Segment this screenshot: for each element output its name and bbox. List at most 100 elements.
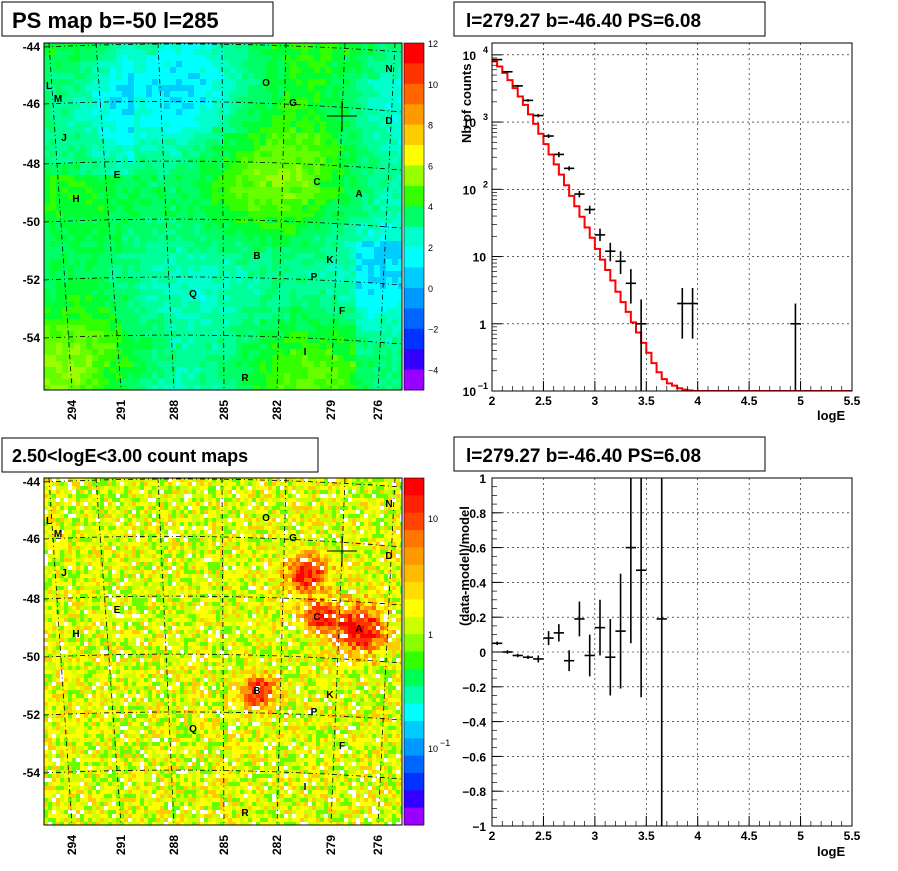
heatmap-cell — [50, 169, 56, 175]
heatmap-cell — [248, 313, 254, 319]
heatmap-cell — [48, 494, 52, 498]
heatmap-cell — [224, 301, 230, 307]
heatmap-cell — [368, 217, 374, 223]
heatmap-cell — [110, 253, 116, 259]
heatmap-cell — [92, 199, 98, 205]
heatmap-cell — [300, 510, 304, 514]
heatmap-cell — [110, 247, 116, 253]
heatmap-cell — [386, 211, 392, 217]
heatmap-cell — [116, 181, 122, 187]
heatmap-cell — [86, 223, 92, 229]
heatmap-cell — [296, 235, 302, 241]
heatmap-cell — [64, 502, 68, 506]
heatmap-cell — [288, 514, 292, 518]
heatmap-cell — [224, 241, 230, 247]
heatmap-cell — [350, 271, 356, 277]
heatmap-cell — [52, 522, 56, 526]
heatmap-cell — [50, 241, 56, 247]
heatmap-cell — [236, 478, 240, 482]
heatmap-cell — [80, 385, 86, 390]
heatmap-cell — [362, 91, 368, 97]
heatmap-cell — [224, 217, 230, 223]
heatmap-cell — [302, 325, 308, 331]
heatmap-cell — [272, 253, 278, 259]
heatmap-cell — [92, 235, 98, 241]
heatmap-cell — [326, 229, 332, 235]
heatmap-cell — [68, 247, 74, 253]
heatmap-cell — [164, 79, 170, 85]
heatmap-cell — [236, 271, 242, 277]
heatmap-cell — [324, 514, 328, 518]
heatmap-cell — [176, 223, 182, 229]
heatmap-cell — [230, 61, 236, 67]
heatmap-cell — [338, 253, 344, 259]
heatmap-cell — [312, 486, 316, 490]
heatmap-cell — [164, 478, 168, 482]
heatmap-cell — [140, 79, 146, 85]
heatmap-cell — [116, 522, 120, 526]
heatmap-cell — [104, 133, 110, 139]
heatmap-cell — [392, 103, 398, 109]
heatmap-cell — [176, 217, 182, 223]
heatmap-cell — [98, 337, 104, 343]
heatmap-cell — [74, 49, 80, 55]
heatmap-cell — [184, 534, 188, 538]
heatmap-cell — [218, 43, 224, 49]
heatmap-cell — [392, 91, 398, 97]
heatmap-cell — [332, 494, 336, 498]
heatmap-cell — [176, 139, 182, 145]
heatmap-cell — [302, 379, 308, 385]
heatmap-cell — [220, 494, 224, 498]
heatmap-cell — [76, 514, 80, 518]
heatmap-cell — [44, 482, 48, 486]
heatmap-cell — [104, 241, 110, 247]
heatmap-cell — [290, 235, 296, 241]
heatmap-cell — [338, 115, 344, 121]
heatmap-cell — [264, 498, 268, 502]
heatmap-cell — [200, 223, 206, 229]
heatmap-cell — [50, 55, 56, 61]
heatmap-cell — [182, 145, 188, 151]
heatmap-cell — [338, 241, 344, 247]
heatmap-cell — [96, 518, 100, 522]
heatmap-cell — [200, 307, 206, 313]
heatmap-cell — [392, 73, 398, 79]
heatmap-cell — [140, 103, 146, 109]
heatmap-cell — [372, 494, 376, 498]
heatmap-cell — [86, 361, 92, 367]
heatmap-cell — [296, 490, 300, 494]
heatmap-cell — [396, 514, 400, 518]
heatmap-cell — [194, 211, 200, 217]
heatmap-cell — [320, 478, 324, 482]
heatmap-cell — [284, 510, 288, 514]
heatmap-cell — [212, 379, 218, 385]
heatmap-cell — [326, 205, 332, 211]
heatmap-cell — [374, 247, 380, 253]
heatmap-cell — [92, 313, 98, 319]
heatmap-cell — [194, 277, 200, 283]
heatmap-cell — [164, 343, 170, 349]
heatmap-cell — [104, 530, 108, 534]
heatmap-cell — [212, 121, 218, 127]
heatmap-cell — [320, 235, 326, 241]
heatmap-cell — [380, 163, 386, 169]
heatmap-cell — [56, 247, 62, 253]
heatmap-cell — [148, 538, 152, 542]
heatmap-cell — [372, 518, 376, 522]
heatmap-cell — [252, 514, 256, 518]
heatmap-cell — [316, 502, 320, 506]
heatmap-cell — [56, 283, 62, 289]
heatmap-cell — [218, 169, 224, 175]
heatmap-cell — [62, 127, 68, 133]
heatmap-cell — [386, 385, 392, 390]
heatmap-cell — [192, 482, 196, 486]
heatmap-cell — [92, 289, 98, 295]
heatmap-cell — [302, 115, 308, 121]
heatmap-cell — [182, 331, 188, 337]
heatmap-cell — [128, 522, 132, 526]
heatmap-cell — [260, 91, 266, 97]
heatmap-cell — [350, 295, 356, 301]
heatmap-cell — [140, 91, 146, 97]
heatmap-cell — [380, 85, 386, 91]
heatmap-cell — [128, 361, 134, 367]
